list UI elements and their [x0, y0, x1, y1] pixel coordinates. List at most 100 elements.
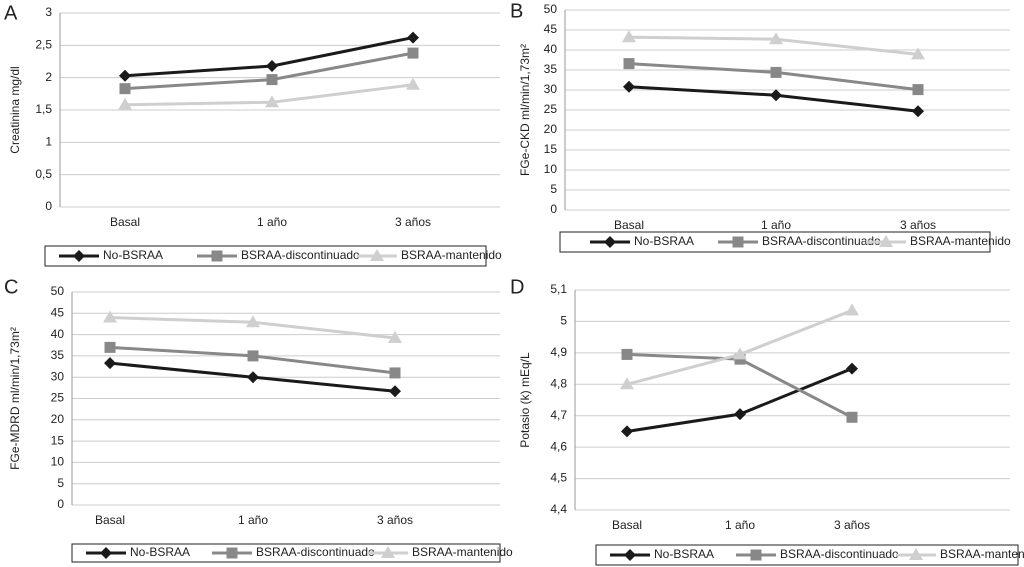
y-tick-label: 45 [544, 22, 558, 36]
legend-marker [100, 547, 112, 559]
legend-label: No-BSRAA [634, 234, 694, 248]
legend-box [44, 245, 487, 267]
x-tick-label: 3 años [834, 518, 870, 532]
data-point [389, 367, 401, 379]
y-tick-label: 10 [544, 162, 558, 176]
series-line [124, 36, 414, 78]
y-tick-label: 15 [51, 433, 65, 447]
y-tick-label: 4,6 [550, 439, 567, 453]
y-tick-label: 35 [51, 348, 65, 362]
y-tick-label: 5,1 [550, 282, 567, 296]
y-tick-label: 1,5 [35, 102, 52, 116]
y-axis-label: Creatinina mg/dl [8, 66, 22, 153]
data-point [770, 66, 782, 78]
y-tick-label: 2 [45, 70, 52, 84]
y-tick-label: 30 [544, 82, 558, 96]
data-point [623, 80, 635, 93]
legend-label: BSRAA-discontinuado [762, 234, 881, 248]
x-tick-label: 3 años [900, 218, 936, 232]
y-axis-label: Potasio (k) mEq/L [518, 352, 532, 448]
y-tick-label: 20 [51, 412, 65, 426]
legend-marker [211, 250, 223, 262]
data-point [734, 408, 746, 421]
panel-label: C [4, 276, 18, 298]
x-tick-label: 3 años [395, 215, 431, 229]
data-point [388, 331, 402, 344]
y-tick-label: 0 [45, 199, 52, 213]
legend-label: No-BSRAA [103, 248, 163, 262]
x-tick-label: Basal [612, 518, 642, 532]
data-point [620, 377, 634, 390]
x-tick-label: Basal [110, 215, 140, 229]
y-tick-label: 3 [45, 5, 52, 19]
y-axis-label: FGe-CKD ml/min/1,73m² [518, 44, 532, 176]
data-point [407, 31, 419, 44]
data-point [912, 84, 924, 96]
x-tick-label: 1 año [761, 218, 791, 232]
legend-marker [624, 549, 636, 561]
data-point [266, 74, 278, 86]
data-point [407, 47, 419, 59]
legend-label: BSRAA-discontinuado [256, 545, 375, 559]
legend-marker [879, 235, 893, 247]
data-point [119, 83, 131, 95]
legend-label: BSRAA-mantenido [412, 545, 513, 559]
data-point [769, 32, 783, 45]
x-tick-label: Basal [614, 218, 644, 232]
panel-label: D [510, 276, 524, 298]
y-tick-label: 35 [544, 62, 558, 76]
y-tick-label: 4,5 [550, 471, 567, 485]
legend-box [71, 543, 501, 563]
data-point [389, 385, 401, 398]
legend-marker [732, 236, 744, 248]
data-point [104, 341, 116, 353]
x-tick-label: 1 año [725, 518, 755, 532]
y-tick-label: 5 [560, 314, 567, 328]
data-point [911, 47, 925, 60]
x-tick-label: 3 años [377, 513, 413, 527]
y-tick-label: 4,8 [550, 376, 567, 390]
y-tick-label: 50 [51, 284, 65, 298]
y-tick-label: 15 [544, 142, 558, 156]
y-tick-label: 0,5 [35, 167, 52, 181]
data-point [622, 30, 636, 43]
x-tick-label: 1 año [238, 513, 268, 527]
legend-label: BSRAA-mantenido [940, 547, 1024, 561]
data-point [733, 347, 747, 360]
y-tick-label: 45 [51, 305, 65, 319]
legend-label: BSRAA-mantenido [910, 234, 1011, 248]
data-point [770, 89, 782, 102]
legend-marker [604, 236, 616, 248]
data-point [265, 95, 279, 108]
legend-marker [750, 549, 762, 561]
legend-label: No-BSRAA [654, 547, 714, 561]
panel-label: B [510, 0, 523, 22]
legend-marker [226, 547, 238, 559]
legend-label: BSRAA-mantenido [401, 248, 502, 262]
y-tick-label: 50 [544, 2, 558, 16]
y-tick-label: 25 [544, 102, 558, 116]
y-tick-label: 5 [57, 476, 64, 490]
y-tick-label: 30 [51, 369, 65, 383]
legend-box [595, 544, 1019, 566]
data-point [266, 60, 278, 73]
data-point [246, 315, 260, 328]
y-tick-label: 0 [57, 497, 64, 511]
legend-box [559, 231, 991, 253]
legend-marker [73, 250, 85, 262]
x-tick-label: Basal [95, 513, 125, 527]
y-tick-label: 25 [51, 391, 65, 405]
data-point [621, 348, 633, 360]
data-point [247, 371, 259, 384]
data-point [623, 58, 635, 70]
y-tick-label: 1 [45, 135, 52, 149]
data-point [118, 97, 132, 110]
data-point [104, 357, 116, 370]
y-tick-label: 4,9 [550, 345, 567, 359]
data-point [119, 69, 131, 82]
data-point [912, 105, 924, 118]
data-point [247, 350, 259, 362]
legend-label: BSRAA-discontinuado [780, 547, 899, 561]
y-tick-label: 10 [51, 455, 65, 469]
data-point [846, 411, 858, 423]
